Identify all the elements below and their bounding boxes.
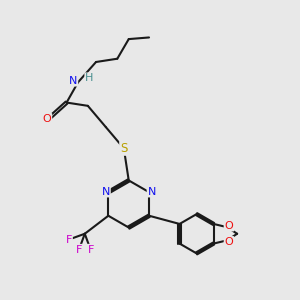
Text: N: N (148, 187, 156, 196)
Text: N: N (69, 76, 77, 85)
Text: H: H (85, 74, 94, 83)
Text: F: F (66, 235, 72, 244)
Text: S: S (120, 142, 127, 155)
Text: O: O (225, 220, 233, 231)
Text: O: O (43, 114, 51, 124)
Text: N: N (101, 187, 110, 196)
Text: F: F (87, 245, 94, 255)
Text: F: F (76, 245, 82, 255)
Text: O: O (225, 237, 233, 247)
